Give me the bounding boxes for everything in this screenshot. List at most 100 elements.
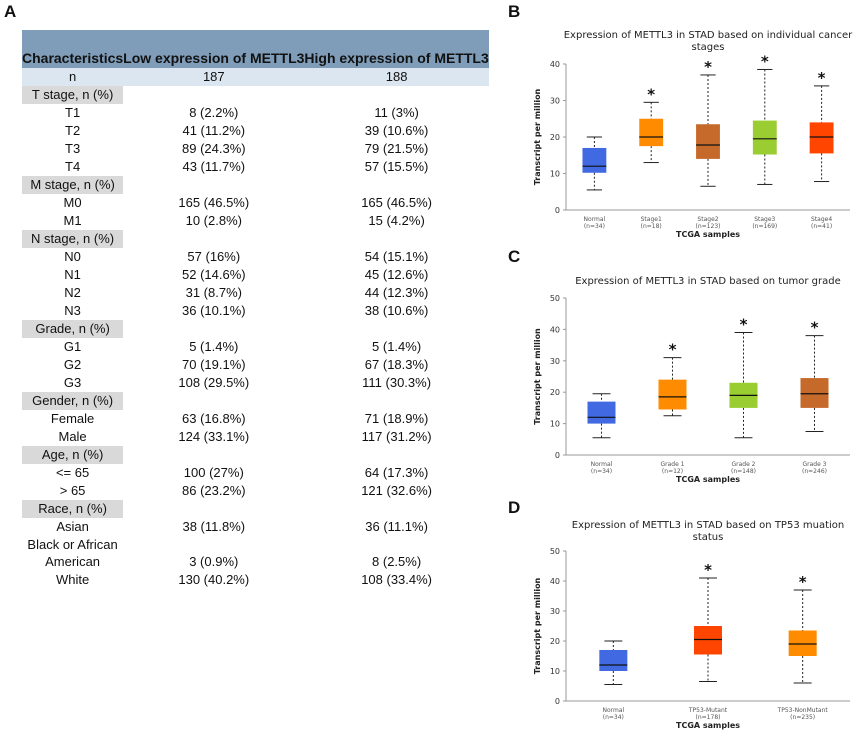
low-value: 8 (2.2%) (189, 105, 239, 120)
row-label: White (55, 572, 90, 587)
low-value: 100 (27%) (183, 465, 244, 480)
low-value: 41 (11.2%) (182, 123, 246, 138)
x-tick-label: Grade 1 (660, 461, 684, 468)
table-row: Female 63 (16.8%) 71 (18.9%) (22, 410, 489, 428)
chart-title: status (693, 532, 724, 543)
low-value: 86 (23.2%) (182, 483, 246, 498)
high-value: 64 (17.3%) (364, 465, 429, 480)
boxplot-chart-tp53: Expression of METTL3 in STAD based on TP… (533, 520, 850, 730)
row-label: T4 (65, 159, 81, 174)
box-body (587, 401, 616, 424)
low-value (123, 536, 304, 553)
significance-star: * (799, 573, 807, 591)
x-tick-label: Stage1 (641, 216, 662, 223)
chart-title: Expression of METTL3 in STAD based on in… (564, 30, 853, 41)
row-label: G1 (63, 339, 82, 354)
low-value: 52 (14.6%) (182, 267, 246, 282)
y-tick-label: 50 (550, 294, 560, 303)
x-tick-label: Stage3 (754, 216, 775, 223)
y-tick-label: 30 (550, 97, 560, 106)
section-header-row: Race, n (%) (22, 500, 489, 518)
chart-title: Expression of METTL3 in STAD based on TP… (572, 520, 844, 531)
table-row: G1 5 (1.4%) 5 (1.4%) (22, 338, 489, 356)
y-tick-label: 20 (550, 133, 560, 142)
x-axis-label: TCGA samples (676, 230, 740, 239)
low-value: 43 (11.7%) (182, 159, 246, 174)
row-label: Gender, n (%) (22, 392, 124, 410)
high-value: 8 (2.5%) (372, 554, 422, 569)
n-high: 188 (304, 68, 489, 86)
significance-star: * (704, 561, 712, 579)
table-row: N1 52 (14.6%) 45 (12.6%) (22, 266, 489, 284)
y-axis-label: Transcript per million (533, 88, 542, 185)
high-value: 108 (33.4%) (361, 572, 433, 587)
low-value: 63 (16.8%) (182, 411, 246, 426)
high-value: 45 (12.6%) (364, 267, 429, 282)
low-value: 165 (46.5%) (178, 195, 250, 210)
low-value: 108 (29.5%) (178, 375, 250, 390)
y-tick-label: 30 (550, 607, 560, 616)
x-tick-label: Stage4 (811, 216, 832, 223)
y-tick-label: 10 (550, 667, 560, 676)
high-value (304, 536, 488, 553)
section-header-row: Age, n (%) (22, 446, 489, 464)
n-row: n 187 188 (22, 68, 489, 86)
box-body (582, 147, 607, 173)
significance-star: * (669, 341, 677, 359)
low-value: 38 (11.8%) (182, 519, 246, 534)
panel-label-a: A (4, 2, 17, 21)
low-value: 3 (0.9%) (189, 554, 239, 569)
box-body (599, 650, 628, 671)
row-label: G3 (63, 375, 82, 390)
box-body (658, 379, 687, 410)
x-tick-label: TP53-Mutant (688, 707, 728, 714)
x-tick-label: Grade 3 (802, 461, 826, 468)
table-row: N0 57 (16%) 54 (15.1%) (22, 248, 489, 266)
x-tick-label: Normal (584, 216, 606, 223)
table-row: M0 165 (46.5%) 165 (46.5%) (22, 194, 489, 212)
high-value: 117 (31.2%) (361, 429, 432, 444)
characteristics-table: Characteristics Low expression of METTL3… (22, 30, 489, 589)
row-label: T1 (65, 105, 81, 120)
high-value (304, 500, 488, 518)
significance-star: * (740, 316, 748, 334)
significance-star: * (811, 319, 819, 337)
x-tick-count: (n=235) (790, 714, 815, 721)
table-row: American 3 (0.9%) 8 (2.5%) (22, 553, 489, 571)
low-value (123, 320, 304, 338)
table-row: White 130 (40.2%) 108 (33.4%) (22, 571, 489, 589)
y-tick-label: 10 (550, 170, 560, 179)
high-value: 38 (10.6%) (364, 303, 429, 318)
y-tick-label: 50 (550, 547, 560, 556)
n-label: n (22, 68, 124, 86)
row-label: N3 (64, 303, 81, 318)
y-tick-label: 30 (550, 357, 560, 366)
high-value (304, 86, 488, 104)
high-value: 11 (3%) (374, 105, 419, 120)
high-value: 39 (10.6%) (364, 123, 429, 138)
section-header-row: Grade, n (%) (22, 320, 489, 338)
low-value: 36 (10.1%) (182, 303, 246, 318)
table-row: > 65 86 (23.2%) 121 (32.6%) (22, 482, 489, 500)
row-label: T2 (65, 123, 81, 138)
low-value (123, 392, 304, 410)
row-label: M1 (63, 213, 82, 228)
low-value (123, 230, 304, 248)
section-header-row: N stage, n (%) (22, 230, 489, 248)
x-tick-count: (n=169) (752, 223, 777, 230)
row-label: N1 (64, 267, 81, 282)
x-tick-count: (n=34) (584, 223, 605, 230)
table-row: G2 70 (19.1%) 67 (18.3%) (22, 356, 489, 374)
low-value: 57 (16%) (187, 249, 241, 264)
table-row: N2 31 (8.7%) 44 (12.3%) (22, 284, 489, 302)
row-label: Female (50, 411, 95, 426)
high-value: 71 (18.9%) (364, 411, 429, 426)
y-axis-label: Transcript per million (533, 577, 542, 674)
boxplot-chart-stages: Expression of METTL3 in STAD based on in… (533, 30, 853, 239)
section-header-row: T stage, n (%) (22, 86, 489, 104)
box-body (809, 122, 834, 154)
header-high-expression: High expression of METTL3 (304, 30, 489, 68)
table-row: Male 124 (33.1%) 117 (31.2%) (22, 428, 489, 446)
box-body (694, 626, 722, 655)
x-tick-count: (n=123) (696, 223, 721, 230)
